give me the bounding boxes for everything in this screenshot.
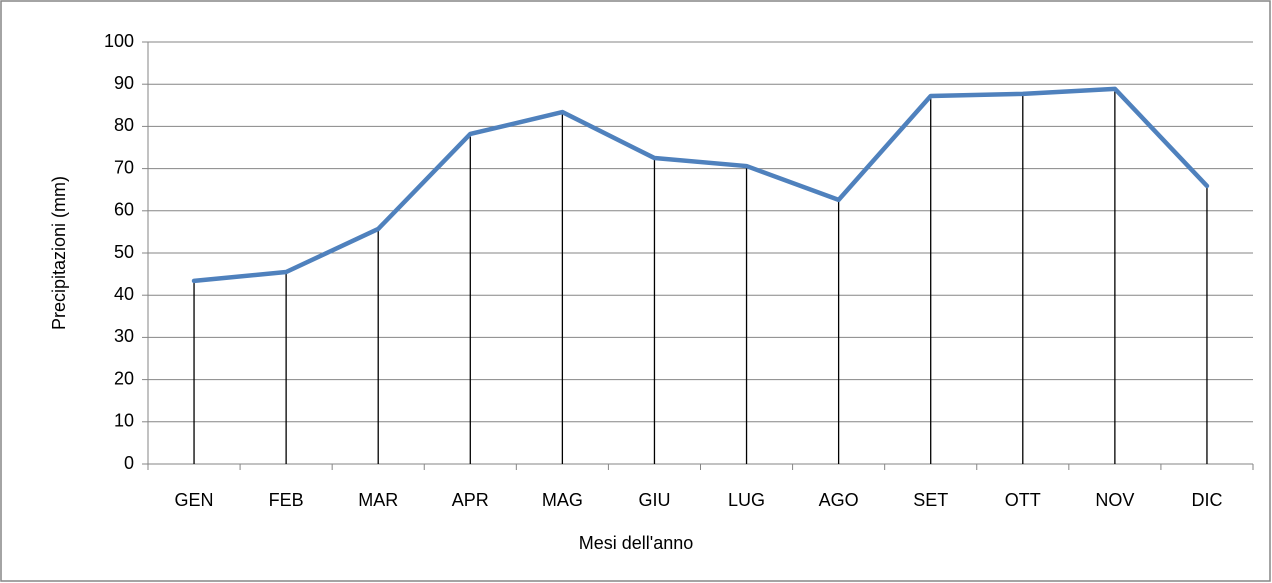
x-tick-label: MAG [542,490,583,510]
x-tick-label: AGO [819,490,859,510]
x-tick-label: SET [913,490,948,510]
x-tick-label: GIU [638,490,670,510]
x-tick-label: OTT [1005,490,1041,510]
y-tick-label: 100 [104,31,134,51]
x-tick-label: FEB [269,490,304,510]
y-tick-label: 90 [114,73,134,93]
x-tick-label: APR [452,490,489,510]
y-tick-label: 80 [114,115,134,135]
x-tick-label: GEN [175,490,214,510]
y-tick-label: 20 [114,368,134,388]
x-tick-label: LUG [728,490,765,510]
y-tick-label: 60 [114,200,134,220]
y-tick-label: 10 [114,411,134,431]
y-tick-label: 0 [124,453,134,473]
y-tick-label: 40 [114,284,134,304]
x-axis-label: Mesi dell'anno [579,533,694,553]
y-tick-label: 50 [114,242,134,262]
x-tick-label: MAR [358,490,398,510]
y-tick-label: 30 [114,326,134,346]
x-tick-label: DIC [1191,490,1222,510]
y-tick-label: 70 [114,157,134,177]
line-series [191,86,1210,284]
x-tick-label: NOV [1095,490,1134,510]
y-axis-label: Precipitazioni (mm) [49,176,69,330]
